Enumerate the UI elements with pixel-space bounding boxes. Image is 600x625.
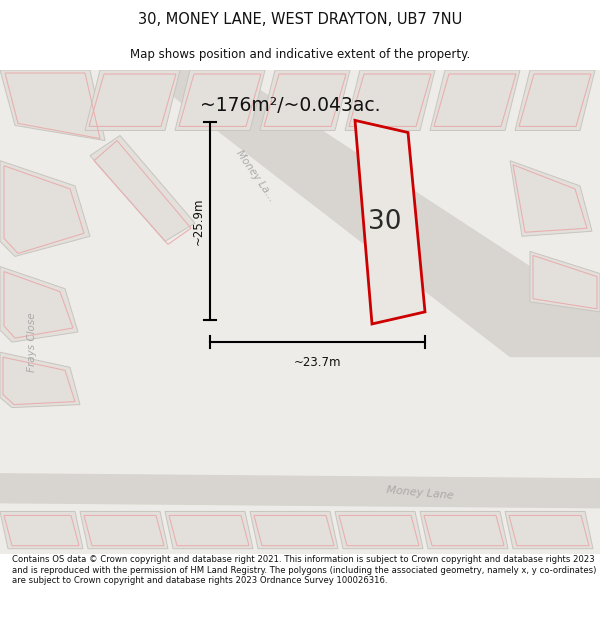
Polygon shape (0, 352, 80, 408)
Text: Contains OS data © Crown copyright and database right 2021. This information is : Contains OS data © Crown copyright and d… (12, 555, 596, 585)
Text: Map shows position and indicative extent of the property.: Map shows position and indicative extent… (130, 48, 470, 61)
Polygon shape (0, 266, 78, 342)
Polygon shape (510, 161, 592, 236)
Polygon shape (85, 70, 180, 131)
Polygon shape (90, 136, 195, 241)
Text: ~25.9m: ~25.9m (191, 198, 205, 245)
Polygon shape (175, 70, 265, 131)
Polygon shape (165, 511, 253, 549)
Text: ~176m²/~0.043ac.: ~176m²/~0.043ac. (200, 96, 380, 115)
Polygon shape (355, 121, 425, 324)
Text: ~23.7m: ~23.7m (294, 356, 341, 369)
Polygon shape (420, 511, 508, 549)
Text: Money La…: Money La… (233, 148, 277, 203)
Polygon shape (430, 70, 520, 131)
Polygon shape (0, 473, 600, 508)
Polygon shape (145, 70, 600, 358)
Polygon shape (0, 70, 105, 141)
Polygon shape (250, 511, 338, 549)
Text: 30: 30 (368, 209, 402, 235)
Polygon shape (0, 511, 83, 549)
Polygon shape (335, 511, 423, 549)
Polygon shape (80, 511, 168, 549)
Polygon shape (515, 70, 595, 131)
Polygon shape (505, 511, 593, 549)
Text: Money Lane: Money Lane (386, 486, 454, 501)
Polygon shape (530, 251, 600, 312)
Text: Frays Close: Frays Close (27, 312, 37, 372)
Polygon shape (0, 70, 75, 126)
Polygon shape (0, 161, 90, 256)
Text: 30, MONEY LANE, WEST DRAYTON, UB7 7NU: 30, MONEY LANE, WEST DRAYTON, UB7 7NU (138, 12, 462, 27)
Polygon shape (260, 70, 350, 131)
Polygon shape (0, 70, 600, 554)
Polygon shape (345, 70, 435, 131)
